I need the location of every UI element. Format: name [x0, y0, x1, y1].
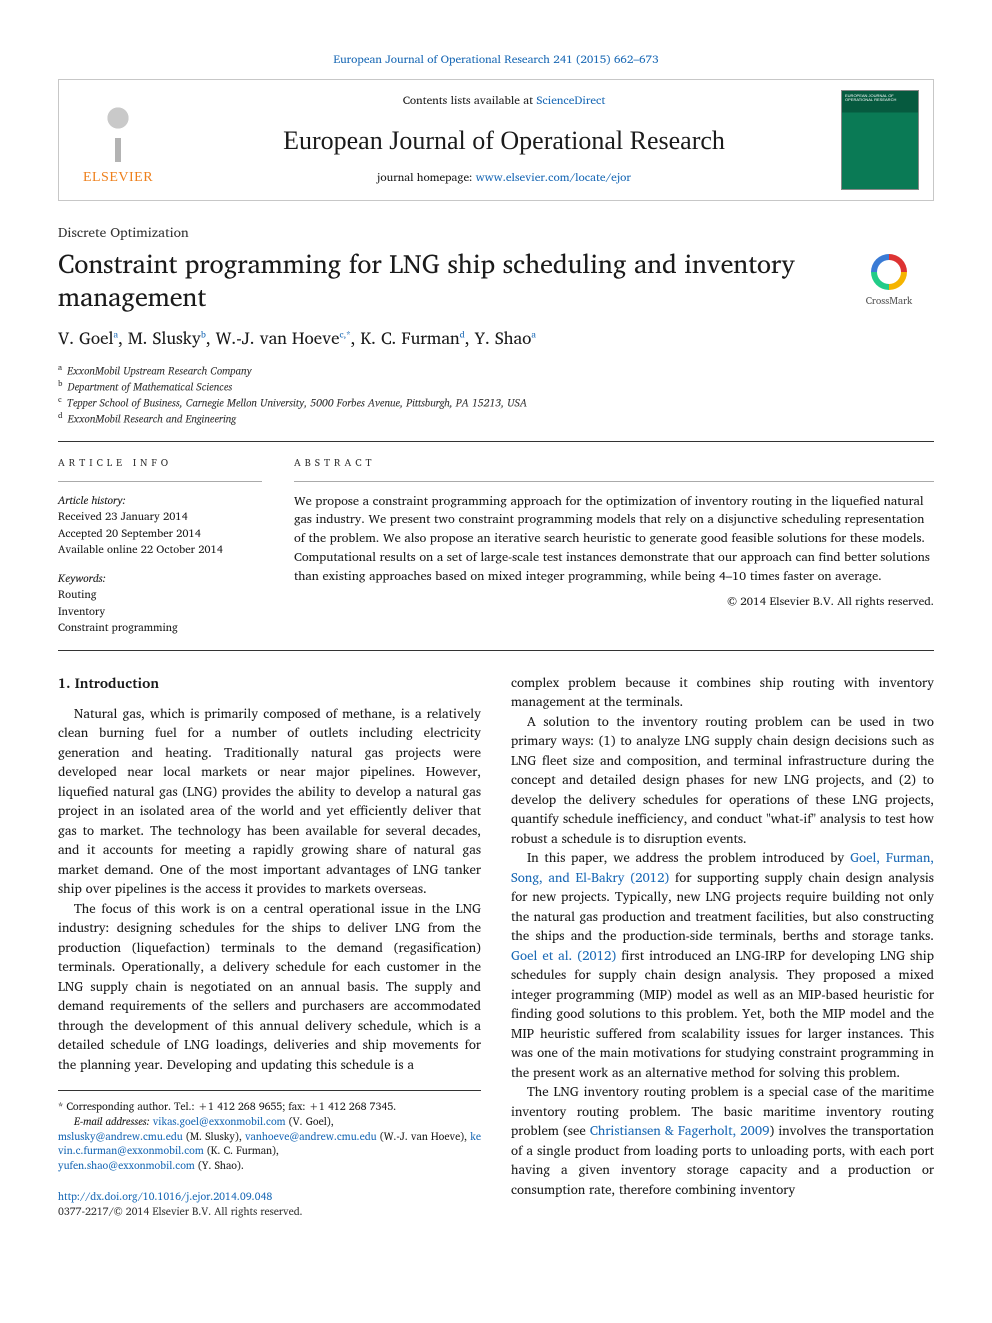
elsevier-logo: ELSEVIER [73, 91, 163, 189]
sciencedirect-link[interactable]: ScienceDirect [536, 91, 605, 110]
citation-link[interactable]: Goel, Furman, Song, and El-Bakry (2012) [511, 846, 934, 888]
intro-heading: 1. Introduction [58, 673, 481, 694]
journal-info-block: Contents lists available at ScienceDirec… [181, 93, 827, 186]
divider [58, 650, 934, 651]
journal-header: ELSEVIER Contents lists available at Sci… [58, 79, 934, 201]
history-line: Accepted 20 September 2014 [58, 525, 262, 542]
body-paragraph: The LNG inventory routing problem is a s… [511, 1082, 934, 1199]
cover-label: EUROPEAN JOURNAL OF OPERATIONAL RESEARCH [845, 94, 915, 103]
abstract-heading: abstract [294, 456, 934, 471]
citation-link[interactable]: Goel et al. (2012) [511, 944, 616, 966]
email-who: (Y. Shao). [195, 1156, 244, 1174]
citation-link[interactable]: Christiansen & Fagerholt, 2009 [590, 1119, 770, 1141]
email-link[interactable]: yufen.shao@exxonmobil.com [58, 1156, 195, 1174]
crossmark-icon [871, 254, 907, 290]
elsevier-wordmark: ELSEVIER [83, 168, 153, 188]
section-label: Discrete Optimization [58, 223, 934, 243]
divider [294, 481, 934, 482]
left-column: 1. Introduction Natural gas, which is pr… [58, 673, 481, 1220]
footnotes: * Corresponding author. Tel.: +1 412 268… [58, 1090, 481, 1172]
journal-cover-thumb: EUROPEAN JOURNAL OF OPERATIONAL RESEARCH [841, 90, 919, 190]
divider [58, 481, 262, 482]
body-paragraph: Natural gas, which is primarily composed… [58, 704, 481, 899]
abstract-body: We propose a constraint programming appr… [294, 492, 934, 586]
paper-title: Constraint programming for LNG ship sche… [58, 248, 818, 313]
running-head-link[interactable]: European Journal of Operational Research… [333, 50, 658, 69]
homepage-link[interactable]: www.elsevier.com/locate/ejor [476, 168, 631, 187]
abstract-block: abstract We propose a constraint program… [294, 456, 934, 636]
article-info-heading: article info [58, 456, 262, 471]
keyword-item: Inventory [58, 603, 262, 620]
body-paragraph: In this paper, we address the problem in… [511, 848, 934, 1082]
homepage-prefix: journal homepage: [377, 168, 476, 187]
article-info-block: article info Article history: Received 2… [58, 456, 262, 636]
contents-prefix: Contents lists available at [403, 91, 537, 110]
keyword-item: Routing [58, 586, 262, 603]
affiliation-item: d ExxonMobil Research and Engineering [58, 410, 934, 426]
elsevier-tree-icon [88, 100, 148, 162]
abstract-copyright: © 2014 Elsevier B.V. All rights reserved… [294, 593, 934, 610]
divider [58, 441, 934, 442]
homepage-line: journal homepage: www.elsevier.com/locat… [181, 170, 827, 187]
running-head: European Journal of Operational Research… [58, 52, 934, 69]
crossmark-label: CrossMark [866, 294, 913, 309]
body-paragraph: The focus of this work is on a central o… [58, 899, 481, 1075]
affiliation-list: a ExxonMobil Upstream Research Companyb … [58, 362, 934, 427]
body-paragraph: A solution to the inventory routing prob… [511, 712, 934, 849]
contents-line: Contents lists available at ScienceDirec… [181, 93, 827, 110]
affiliation-item: c Tepper School of Business, Carnegie Me… [58, 394, 934, 410]
keyword-item: Constraint programming [58, 619, 262, 636]
keywords-head: Keywords: [58, 570, 262, 587]
affiliation-item: a ExxonMobil Upstream Research Company [58, 362, 934, 378]
body-paragraph: complex problem because it combines ship… [511, 673, 934, 712]
history-line: Available online 22 October 2014 [58, 541, 262, 558]
email-who: (W.-J. van Hoeve), [377, 1127, 471, 1145]
issn-line: 0377-2217/© 2014 Elsevier B.V. All right… [58, 1202, 303, 1220]
journal-name: European Journal of Operational Research [181, 122, 827, 160]
affiliation-item: b Department of Mathematical Sciences [58, 378, 934, 394]
crossmark-widget[interactable]: CrossMark [844, 254, 934, 309]
history-line: Received 23 January 2014 [58, 508, 262, 525]
doi-block: http://dx.doi.org/10.1016/j.ejor.2014.09… [58, 1189, 481, 1221]
history-head: Article history: [58, 492, 262, 509]
author-list: V. Goela, M. Sluskyb, W.-J. van Hoevec,*… [58, 327, 934, 352]
right-column: complex problem because it combines ship… [511, 673, 934, 1220]
